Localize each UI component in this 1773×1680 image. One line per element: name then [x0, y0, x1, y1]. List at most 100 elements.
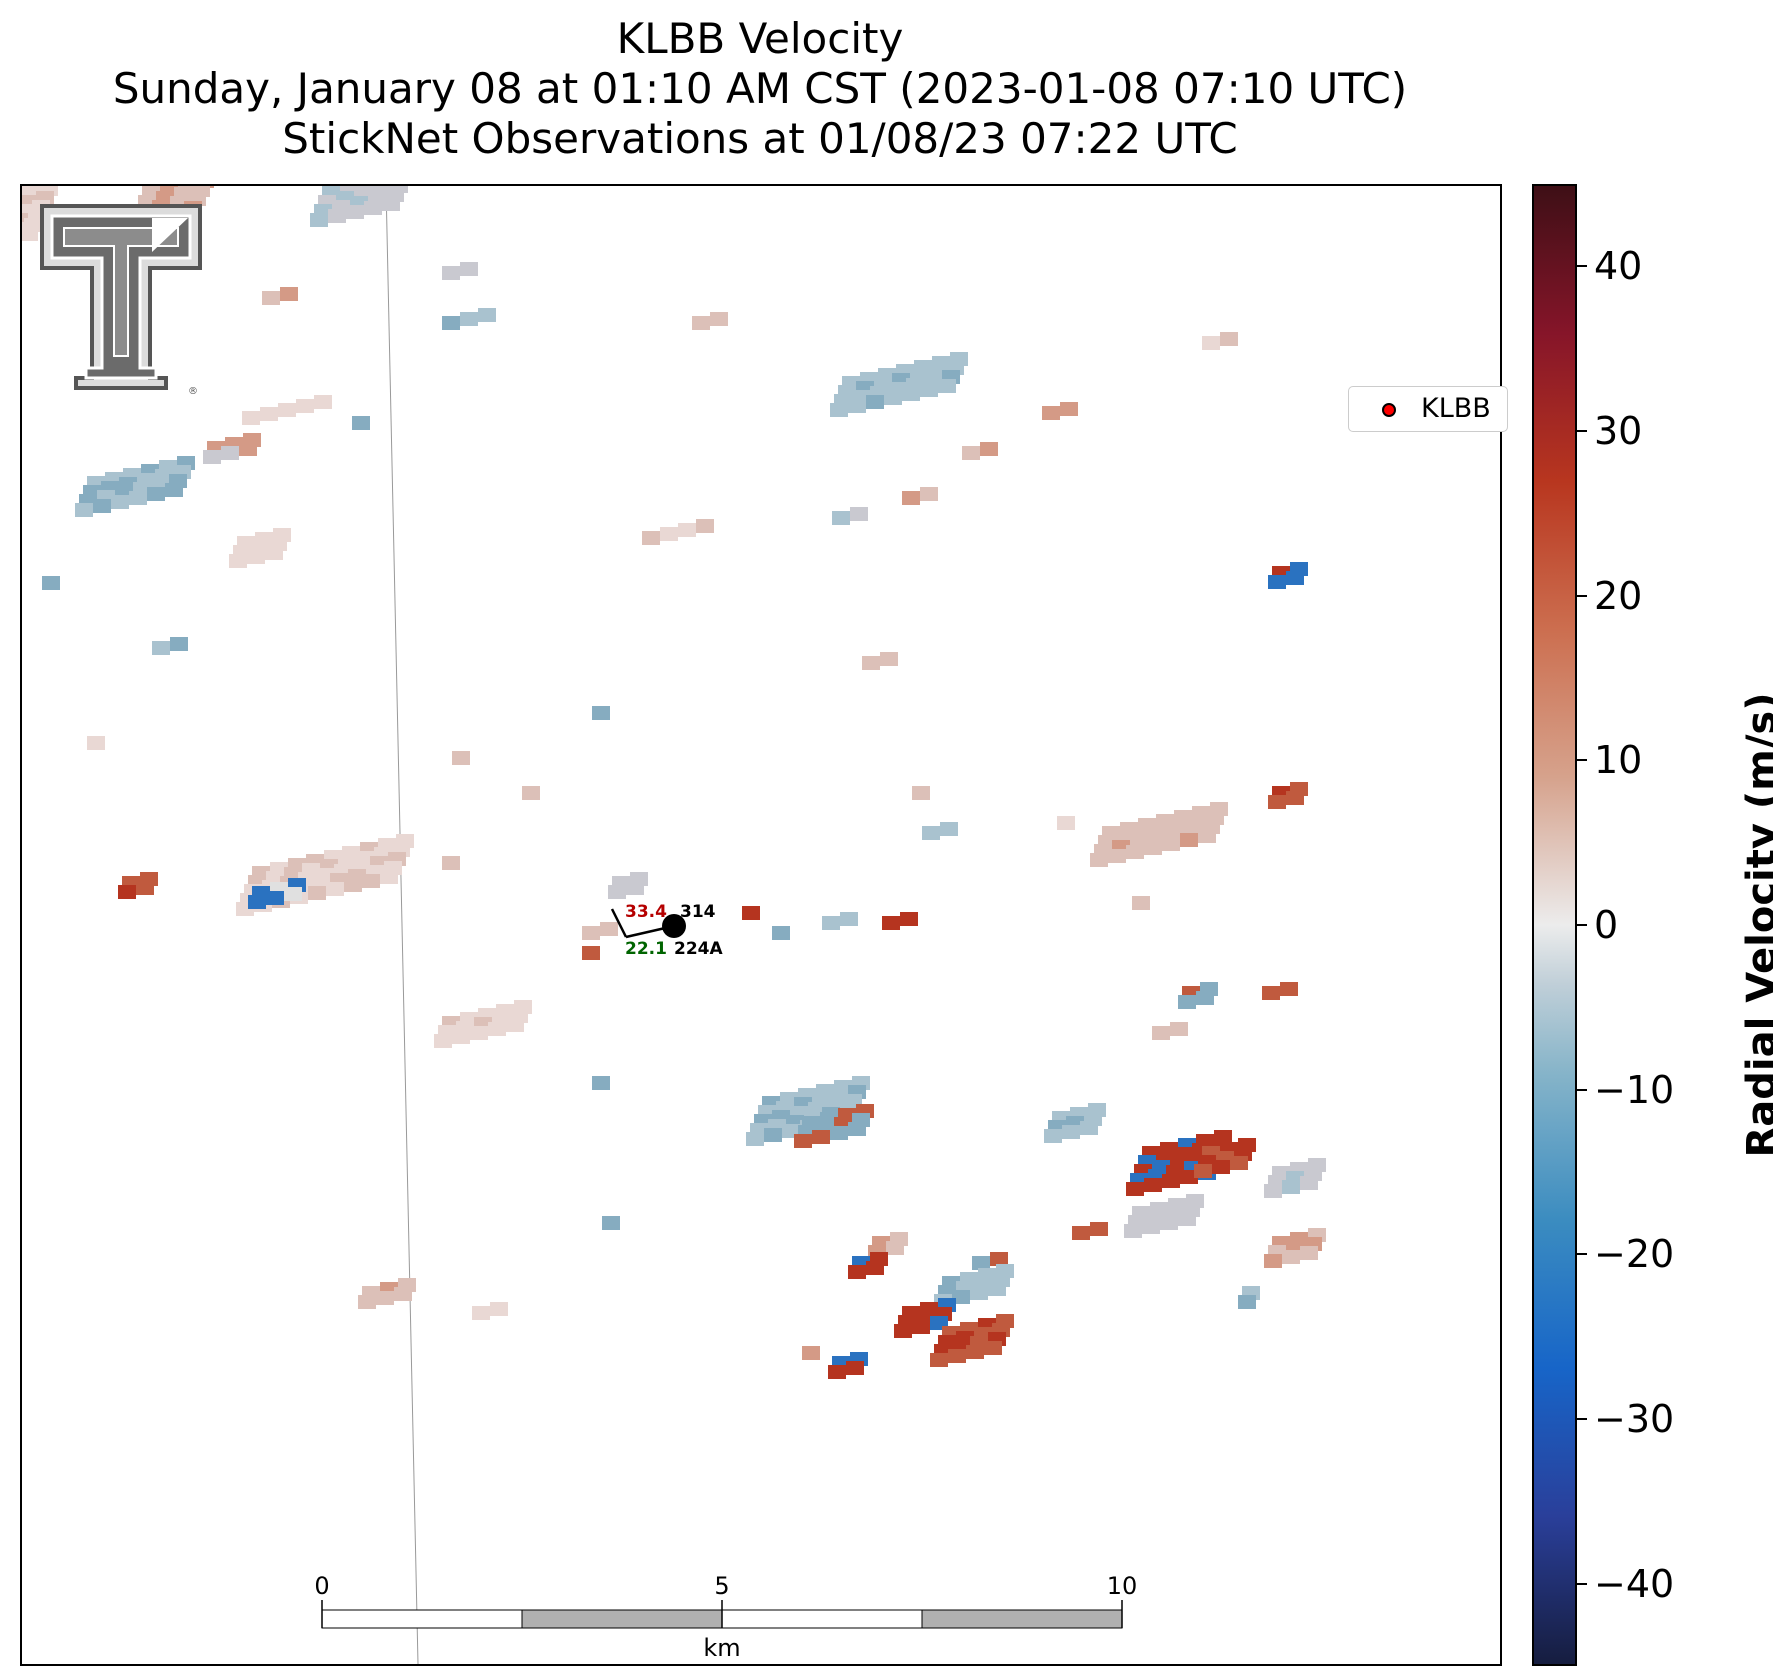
velocity-gate	[326, 882, 344, 896]
velocity-gate	[452, 751, 470, 765]
colorbar-tick-mark	[1577, 1418, 1587, 1420]
velocity-gate	[1300, 1246, 1318, 1260]
velocity-gate	[938, 379, 956, 393]
velocity-gate	[710, 312, 728, 326]
velocity-gate	[1262, 986, 1280, 1000]
velocity-gate	[442, 266, 460, 280]
colorbar	[1532, 184, 1577, 1666]
velocity-gate	[1042, 406, 1060, 420]
velocity-gate	[600, 922, 618, 936]
velocity-gate	[488, 1022, 506, 1036]
legend-label: KLBB	[1421, 393, 1491, 424]
velocity-gate	[884, 391, 902, 405]
velocity-gate	[886, 1241, 904, 1255]
svg-text:®: ®	[188, 386, 198, 397]
sticknet-station-plot[interactable]: 33.4 22.1 314 224A	[610, 902, 723, 959]
velocity-gate	[882, 916, 900, 930]
colorbar-tick-label: −20	[1594, 1232, 1675, 1277]
velocity-gate	[602, 1216, 620, 1230]
velocity-gate	[221, 446, 239, 460]
velocity-gate	[1264, 1184, 1282, 1198]
velocity-gate	[940, 822, 958, 836]
velocity-gate	[1142, 1220, 1160, 1234]
velocity-gate	[812, 1130, 830, 1144]
velocity-gate	[506, 1018, 524, 1032]
velocity-gate	[358, 1295, 376, 1309]
velocity-gate	[372, 186, 390, 197]
velocity-gate	[118, 885, 136, 899]
velocity-gate	[314, 395, 332, 409]
velocity-gate	[442, 856, 460, 870]
colorbar-tick-mark	[1577, 1088, 1587, 1091]
velocity-gate	[912, 1320, 930, 1334]
velocity-gate	[1268, 575, 1286, 589]
velocity-gate	[460, 262, 478, 276]
velocity-gate	[866, 395, 884, 409]
velocity-gate	[772, 926, 790, 940]
velocity-gate	[972, 1256, 990, 1270]
velocity-gate	[1230, 1156, 1248, 1170]
velocity-gate	[966, 1345, 984, 1359]
texas-tech-logo-icon: ®	[40, 204, 202, 397]
velocity-gate	[1286, 791, 1304, 805]
velocity-gate	[880, 652, 898, 666]
velocity-gate	[1282, 1250, 1300, 1264]
velocity-gate	[1090, 853, 1108, 867]
velocity-gate	[1090, 1222, 1108, 1236]
station-id: 224A	[674, 939, 723, 959]
velocity-gate	[990, 1252, 1008, 1266]
map-legend: KLBB	[1348, 386, 1508, 432]
velocity-gate	[1180, 1170, 1198, 1184]
velocity-gate	[582, 946, 600, 960]
velocity-gates	[22, 186, 1326, 1379]
velocity-gate	[352, 416, 370, 430]
velocity-gate	[678, 523, 696, 537]
colorbar-tick-label: −10	[1594, 1067, 1675, 1112]
velocity-gate	[830, 403, 848, 417]
velocity-gate	[442, 316, 460, 330]
velocity-gate	[1057, 816, 1075, 830]
velocity-gate	[582, 926, 600, 940]
velocity-gate	[394, 1287, 412, 1301]
velocity-gate	[278, 403, 296, 417]
chart-title: KLBB Velocity	[616, 14, 904, 63]
velocity-gate	[434, 1034, 452, 1048]
colorbar-tick-label: 10	[1594, 738, 1643, 783]
velocity-gate	[362, 874, 380, 888]
radar-map[interactable]: ® 33.4 22.1 314 224A 0 5 10 km	[20, 184, 1508, 1666]
velocity-gate	[262, 291, 280, 305]
velocity-gate	[746, 1132, 764, 1146]
velocity-gate	[850, 507, 868, 521]
velocity-gate	[900, 912, 918, 926]
velocity-gate	[1282, 1180, 1300, 1194]
velocity-gate	[460, 312, 478, 326]
velocity-gate	[470, 1026, 488, 1040]
velocity-gate	[452, 1030, 470, 1044]
velocity-gate	[129, 491, 147, 505]
radar-site-marker-icon	[1382, 403, 1396, 417]
colorbar-tick-mark	[1577, 1253, 1587, 1256]
colorbar-tick-label: 20	[1594, 573, 1643, 618]
velocity-gate	[242, 411, 260, 425]
velocity-gate	[1286, 571, 1304, 585]
velocity-gate	[922, 826, 940, 840]
colorbar-tick-label: −30	[1594, 1397, 1675, 1441]
velocity-gate	[310, 213, 328, 227]
colorbar-tick-label: −40	[1594, 1561, 1675, 1606]
station-dewpoint: 22.1	[625, 939, 667, 959]
velocity-gate	[1126, 845, 1144, 859]
velocity-gate	[988, 1282, 1006, 1296]
velocity-gate	[284, 887, 302, 901]
velocity-gate	[296, 399, 314, 413]
velocity-gate	[626, 881, 644, 895]
velocity-gate	[170, 637, 188, 651]
velocity-gate	[490, 1302, 508, 1316]
velocity-gate	[1160, 1216, 1178, 1230]
velocity-gate	[42, 576, 60, 590]
velocity-gate	[22, 227, 38, 241]
velocity-gate	[660, 527, 678, 541]
velocity-gate	[920, 487, 938, 501]
velocity-gate	[848, 399, 866, 413]
velocity-gate	[376, 1291, 394, 1305]
velocity-gate	[1144, 841, 1162, 855]
